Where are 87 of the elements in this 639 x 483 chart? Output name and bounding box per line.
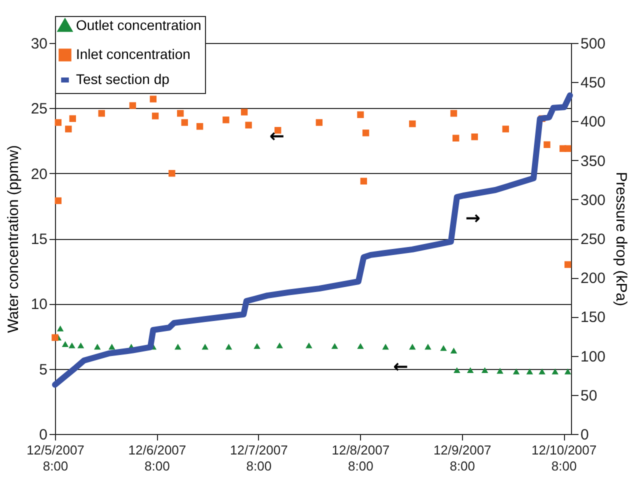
point (152, 112, 159, 120)
point (357, 343, 364, 349)
y2-tick-label: 50 (580, 387, 598, 404)
point (409, 344, 416, 350)
point (69, 115, 76, 122)
point (440, 345, 447, 351)
point (331, 343, 338, 349)
x-tick-label: 12/8/2007 8:00 (332, 442, 390, 474)
point (454, 367, 460, 374)
point (564, 261, 572, 268)
point (56, 326, 64, 332)
point (225, 344, 232, 350)
point (450, 348, 458, 354)
point (481, 367, 488, 374)
y2-tick-label: 500 (580, 36, 606, 52)
point (382, 344, 389, 350)
point (94, 344, 101, 350)
point (196, 123, 204, 130)
point (54, 197, 62, 204)
point (512, 368, 520, 374)
point (77, 342, 84, 348)
point (471, 133, 478, 140)
point (68, 342, 76, 348)
y2-tick-label: 0 (580, 426, 589, 444)
x-tick-label: 12/9/2007 8:00 (433, 442, 492, 474)
y-tick-label: 15 (30, 231, 48, 248)
y-axis-title: Water concentration (ppmw) (4, 145, 22, 333)
point (466, 367, 474, 374)
legend-label: Test section dp (76, 71, 170, 87)
point (564, 145, 572, 152)
point (306, 342, 312, 348)
point (316, 119, 323, 126)
y2-tick-label: 100 (580, 348, 606, 366)
point (245, 122, 252, 128)
y2-tick-label: 300 (580, 192, 606, 209)
point (54, 119, 62, 126)
y-tick-label: 5 (39, 361, 48, 378)
point (177, 110, 184, 117)
point (108, 344, 116, 350)
x-tick-label: 12/10/2007 8:00 (532, 442, 597, 474)
point (452, 134, 460, 142)
point (526, 368, 534, 374)
point (168, 170, 176, 177)
x-tick-label: 12/6/2007 8:00 (128, 442, 186, 474)
y2-tick-label: 150 (580, 309, 606, 326)
legend-label: Outlet concentration (76, 17, 202, 33)
point (552, 368, 558, 374)
point (65, 126, 72, 132)
y2-tick-label: 400 (580, 114, 606, 131)
x-tick-label: 12/5/2007 8:00 (26, 442, 84, 474)
point (502, 126, 510, 132)
point (62, 341, 69, 347)
point (181, 119, 188, 126)
annotation: ← (269, 126, 284, 147)
x-tick-label: 12/7/2007 8:00 (230, 442, 288, 474)
y-tick-label: 0 (39, 426, 48, 444)
point (360, 178, 368, 185)
point (564, 368, 572, 374)
y-tick-label: 10 (30, 296, 48, 314)
y-tick-label: 25 (30, 100, 48, 118)
point (409, 120, 416, 128)
point (202, 344, 208, 350)
y-tick-label: 20 (30, 166, 48, 183)
y2-tick-label: 350 (580, 152, 606, 170)
point (538, 368, 546, 374)
point (52, 334, 58, 341)
point (496, 368, 504, 374)
point (240, 108, 248, 116)
y-tick-label: 30 (30, 36, 48, 52)
point (98, 110, 105, 117)
point (357, 111, 364, 118)
legend-label: Inlet concentration (76, 46, 190, 62)
point (544, 141, 550, 148)
annotation: → (465, 208, 481, 229)
y2-tick-label: 450 (580, 74, 606, 92)
point (129, 102, 136, 109)
point (174, 344, 182, 350)
y2-tick-label: 200 (580, 270, 606, 288)
y2-tick-label: 250 (580, 231, 606, 248)
point (150, 96, 157, 102)
point (362, 130, 370, 136)
point (424, 344, 432, 350)
y2-axis-title: Pressure drop (kPa) (612, 172, 630, 306)
point (276, 342, 283, 348)
point (254, 343, 260, 349)
point (222, 116, 230, 124)
point (450, 110, 458, 117)
